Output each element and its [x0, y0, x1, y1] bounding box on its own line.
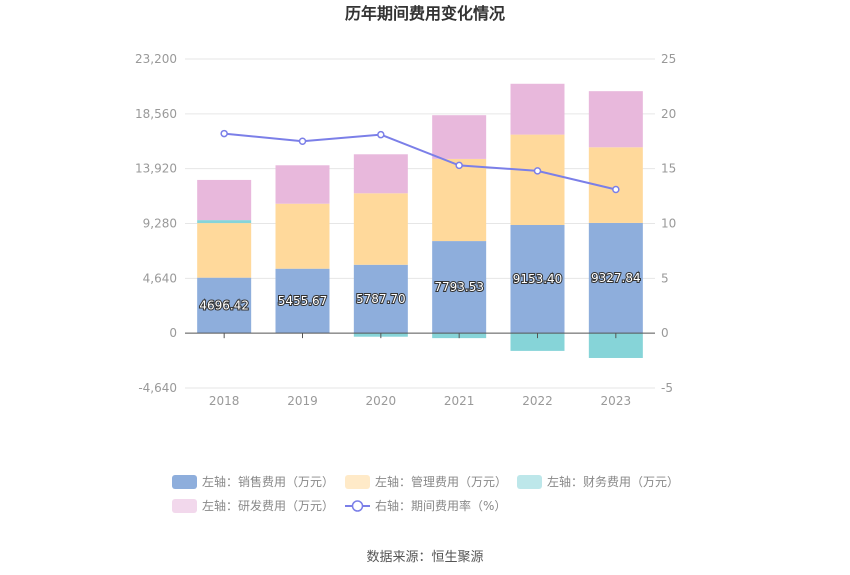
axes: 23,200 25 18,560 20 13,920 15 9,280 10 4,640 5 0 0 -…	[135, 52, 676, 408]
left-tick-label: 4,640	[143, 271, 177, 285]
legend-swatch	[345, 475, 370, 489]
bar-segment[interactable]	[510, 333, 565, 351]
left-tick-label: 23,200	[135, 52, 177, 66]
legend-label: 右轴：期间费用率（%）	[375, 498, 506, 513]
bar-segment[interactable]	[275, 165, 330, 204]
x-tick-label: 2022	[522, 394, 553, 408]
bar-data-label: 4696.42	[199, 298, 249, 312]
legend-swatch	[517, 475, 542, 489]
right-tick-label: 15	[661, 162, 676, 176]
rate-line-point[interactable]	[377, 130, 385, 139]
rate-line-point[interactable]	[455, 161, 463, 170]
bar-data-label: 9327.84	[591, 271, 641, 285]
left-tick-label: -4,640	[138, 381, 177, 395]
left-tick-label: 13,920	[135, 162, 177, 176]
x-tick-label: 2021	[444, 394, 475, 408]
right-tick-label: 0	[661, 326, 669, 340]
bar-segment[interactable]	[197, 220, 252, 224]
bar-segment[interactable]	[510, 224, 565, 334]
right-tick-label: 25	[661, 52, 676, 66]
chart-title: 历年期间费用变化情况	[345, 4, 505, 23]
bar-segment[interactable]	[275, 268, 330, 334]
bar-labels: 4696.42 5455.67 5787.70 7793.53 9153.40 9327.…	[198, 270, 641, 313]
bar-segment[interactable]	[353, 193, 408, 265]
right-tick-label: 20	[661, 107, 676, 121]
bars	[197, 83, 643, 358]
x-tick-label: 2018	[209, 394, 240, 408]
bar-data-label: 5787.70	[356, 292, 406, 306]
bar-segment[interactable]	[197, 179, 252, 221]
bar-segment[interactable]	[432, 241, 487, 334]
x-tick-label: 2020	[366, 394, 397, 408]
bar-segment[interactable]	[353, 264, 408, 334]
rate-line-point[interactable]	[298, 137, 307, 145]
bar-segment[interactable]	[510, 83, 565, 135]
bar-segment[interactable]	[353, 154, 408, 194]
bar-segment[interactable]	[275, 203, 330, 269]
rate-line-point[interactable]	[533, 167, 542, 175]
bar-segment[interactable]	[197, 223, 252, 278]
left-tick-label: 9,280	[143, 217, 177, 231]
bar-segment[interactable]	[510, 134, 565, 225]
right-tick-label: -5	[661, 381, 673, 395]
rate-line-point[interactable]	[612, 185, 620, 194]
x-tick-label: 2023	[601, 394, 632, 408]
rate-line-point[interactable]	[220, 129, 228, 138]
bar-segment[interactable]	[588, 91, 643, 148]
right-tick-label: 10	[661, 217, 676, 231]
bar-segment[interactable]	[432, 115, 487, 159]
legend-marker	[351, 500, 364, 512]
bar-segment[interactable]	[432, 158, 487, 242]
bar-segment[interactable]	[197, 277, 252, 334]
source-note: 数据来源：恒生聚源	[366, 550, 484, 565]
bar-data-label: 7793.53	[434, 280, 484, 294]
legend-swatch	[172, 475, 197, 489]
bar-data-label: 5455.67	[278, 294, 328, 308]
legend[interactable]: 左轴：销售费用（万元） 左轴：管理费用（万元） 左轴：财务费用（万元） 左轴：研发费用…	[172, 474, 679, 513]
legend-label: 左轴：管理费用（万元）	[375, 474, 507, 489]
legend-label: 左轴：销售费用（万元）	[202, 474, 334, 489]
right-tick-label: 5	[661, 271, 669, 285]
bar-data-label: 9153.40	[513, 272, 563, 286]
rate-line	[220, 129, 620, 194]
left-tick-label: 18,560	[135, 107, 177, 121]
legend-label: 左轴：财务费用（万元）	[547, 474, 679, 489]
left-tick-label: 0	[169, 326, 177, 340]
rate-line-path	[224, 132, 617, 191]
bar-segment[interactable]	[588, 222, 643, 334]
grid	[185, 58, 655, 389]
legend-label: 左轴：研发费用（万元）	[202, 498, 334, 513]
legend-swatch	[172, 499, 197, 513]
x-tick-label: 2019	[287, 394, 318, 408]
